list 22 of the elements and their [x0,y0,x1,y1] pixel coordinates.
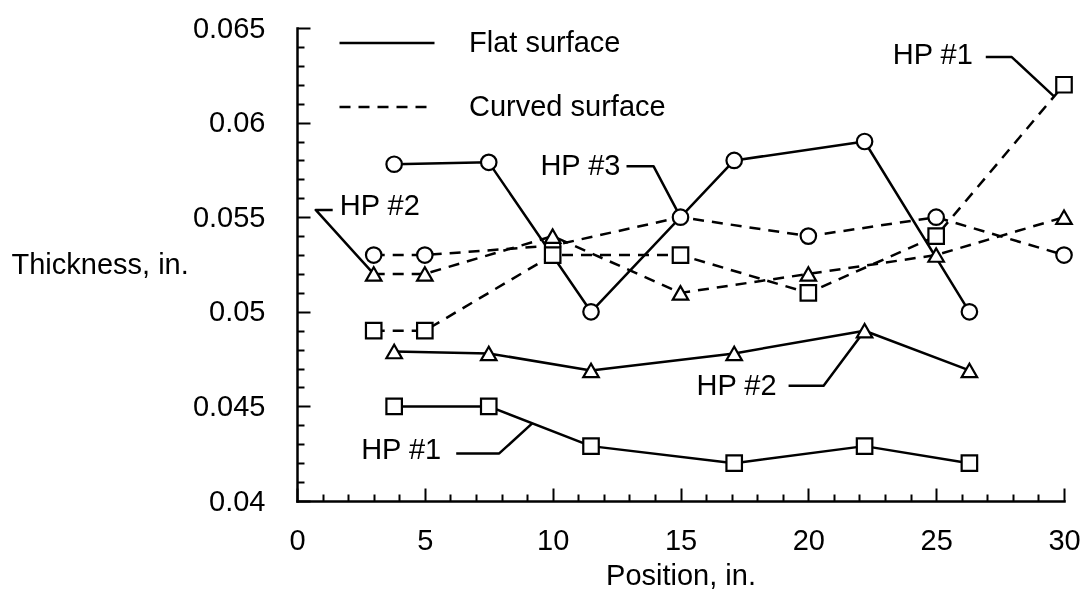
y-tick-label: 0.06 [209,106,266,139]
annotation: HP #1 [361,433,442,466]
x-tick-label: 15 [664,523,698,556]
annotation: HP #1 [892,38,973,71]
y-axis-title: Thickness, in. [11,247,189,280]
legend-label: Flat surface [469,26,621,58]
x-tick-label: 20 [792,523,825,556]
legend-label: Curved surface [469,90,666,122]
y-tick-label: 0.045 [192,389,266,422]
x-tick-label: 25 [920,523,953,556]
x-tick-label: 5 [417,523,434,556]
y-tick-label: 0.055 [192,200,266,233]
y-tick-label: 0.065 [192,11,266,44]
annotation: HP #2 [339,188,420,221]
y-tick-label: 0.04 [209,484,266,517]
x-tick-label: 10 [537,523,570,556]
x-tick-label: 30 [1048,523,1081,556]
annotation: HP #2 [696,368,777,401]
x-tick-label: 0 [289,523,306,556]
y-tick-label: 0.05 [209,295,266,328]
annotation: HP #3 [540,149,621,182]
x-axis-title: Position, in. [606,558,756,591]
